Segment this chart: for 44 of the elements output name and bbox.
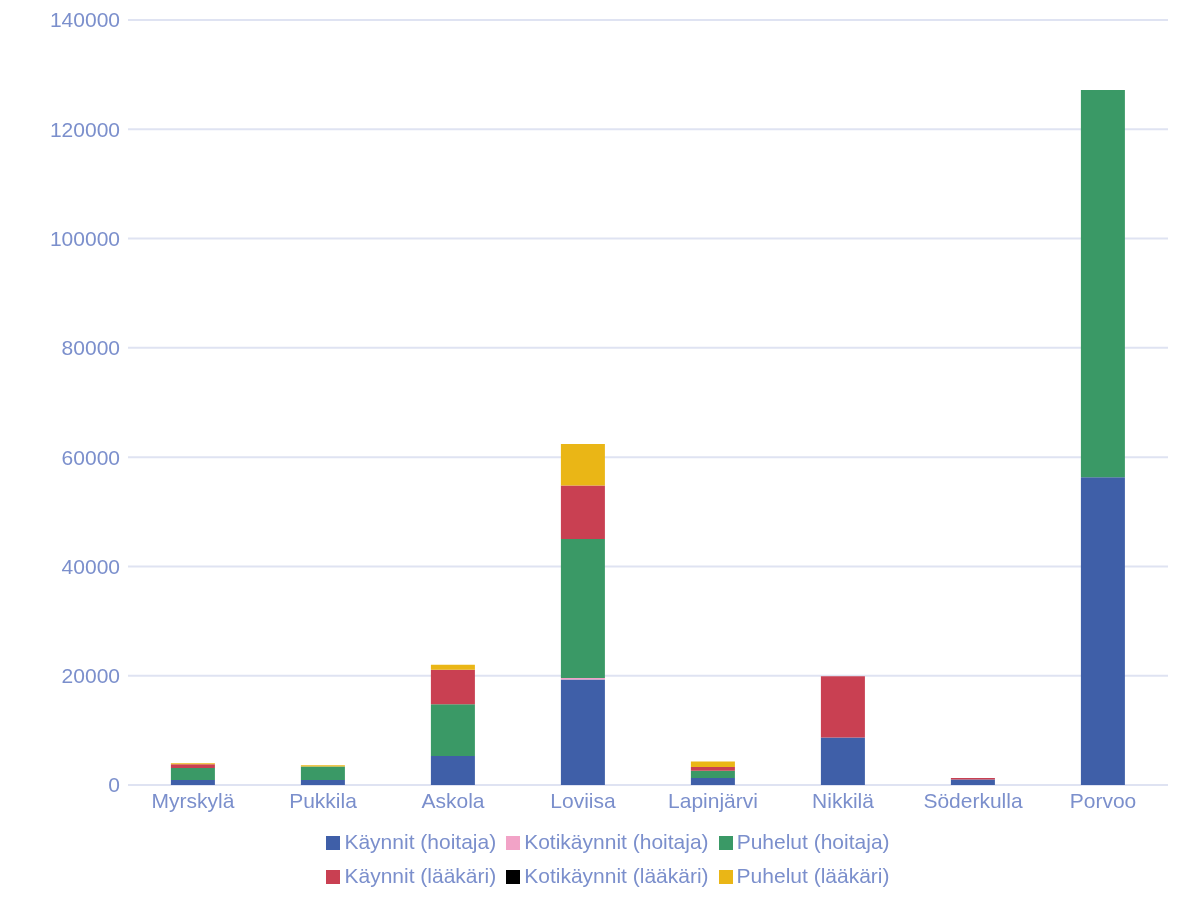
bar xyxy=(820,737,865,785)
bar xyxy=(560,485,605,540)
legend-label: Käynnit (hoitaja) xyxy=(344,830,497,853)
x-tick-label: Nikkilä xyxy=(812,788,875,812)
bar xyxy=(950,779,995,785)
bar xyxy=(690,770,735,778)
bar xyxy=(170,768,215,781)
bar xyxy=(300,766,345,781)
bar xyxy=(820,676,865,738)
bar xyxy=(560,444,605,486)
bar xyxy=(430,756,475,785)
bar xyxy=(1080,89,1125,478)
y-tick-label: 120000 xyxy=(49,117,120,141)
x-tick-label: Loviisa xyxy=(550,788,616,812)
y-tick-label: 40000 xyxy=(61,554,120,578)
legend-label: Käynnit (lääkäri) xyxy=(344,864,497,887)
bar xyxy=(170,780,215,785)
y-tick-label: 80000 xyxy=(61,336,120,360)
y-tick-label: 0 xyxy=(108,773,120,797)
x-tick-label: Askola xyxy=(421,788,485,812)
y-tick-label: 140000 xyxy=(49,8,120,32)
bar xyxy=(430,669,475,705)
x-tick-label: Pukkila xyxy=(289,788,358,812)
bar xyxy=(430,664,475,670)
bar xyxy=(690,777,735,785)
y-tick-label: 20000 xyxy=(61,664,120,688)
legend-label: Kotikäynnit (lääkäri) xyxy=(524,864,709,887)
x-tick-label: Myrskylä xyxy=(151,788,235,812)
x-tick-label: Lapinjärvi xyxy=(668,788,758,812)
bar xyxy=(170,764,215,769)
y-tick-label: 60000 xyxy=(61,445,120,469)
legend-label: Kotikäynnit (hoitaja) xyxy=(524,830,709,853)
x-tick-label: Söderkulla xyxy=(923,788,1023,812)
bar xyxy=(300,780,345,785)
y-tick-label: 100000 xyxy=(49,227,120,251)
bar xyxy=(560,679,605,785)
x-tick-label: Porvoo xyxy=(1069,788,1137,812)
bar xyxy=(560,539,605,678)
bar xyxy=(430,704,475,757)
legend-label: Puhelut (lääkäri) xyxy=(736,864,890,887)
bar xyxy=(690,766,735,771)
bar xyxy=(1080,477,1125,785)
bar xyxy=(690,761,735,767)
legend-label: Puhelut (hoitaja) xyxy=(736,830,890,853)
